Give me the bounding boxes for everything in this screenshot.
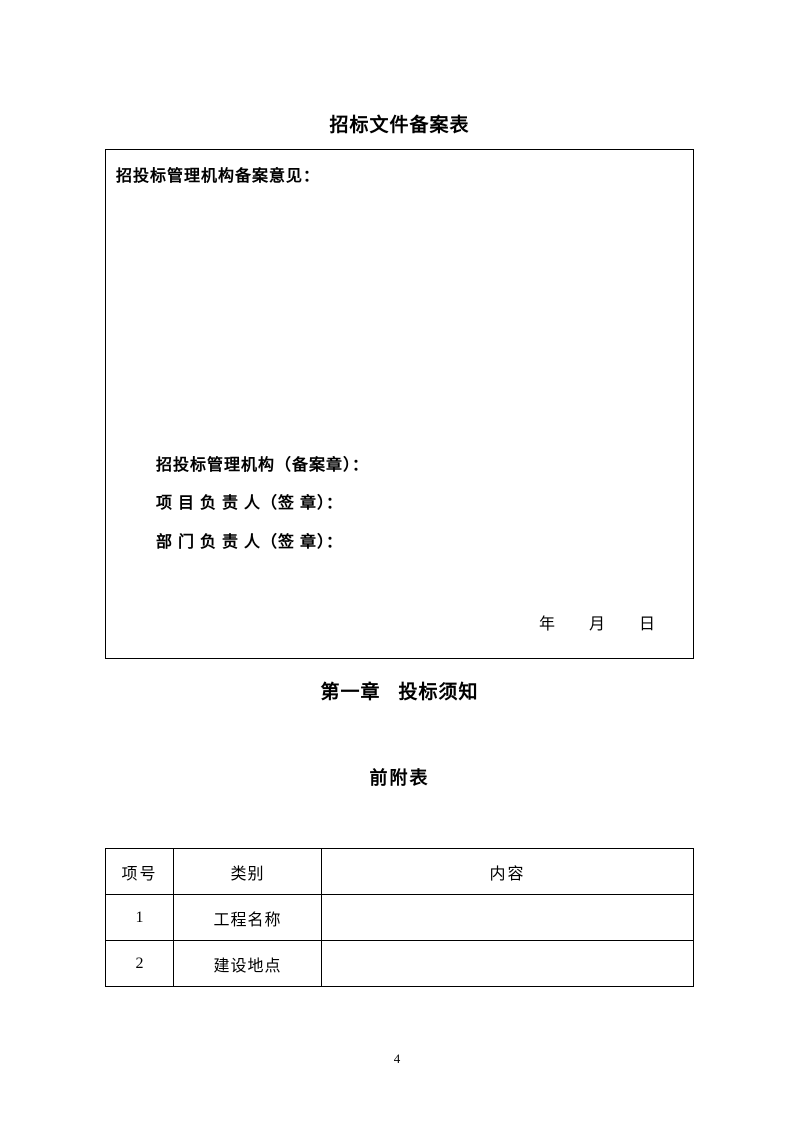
sig-suffix: （签 章）： bbox=[261, 495, 343, 512]
signature-block: 招投标管理机构（备案章）： 项 目 负 责 人（签 章）： 部 门 负 责 人（… bbox=[156, 447, 369, 562]
sig-prefix: 项 目 负 责 人 bbox=[156, 495, 261, 512]
month-label: 月 bbox=[589, 616, 607, 633]
main-title: 招标文件备案表 bbox=[105, 110, 694, 137]
table-row: 2 建设地点 bbox=[106, 941, 694, 987]
chapter-title: 第一章投标须知 bbox=[105, 677, 694, 704]
opinion-label: 招投标管理机构备案意见： bbox=[106, 150, 693, 186]
cell-category: 工程名称 bbox=[174, 895, 322, 941]
cell-no: 1 bbox=[106, 895, 174, 941]
table-row: 1 工程名称 bbox=[106, 895, 694, 941]
cell-category: 建设地点 bbox=[174, 941, 322, 987]
sub-title: 前附表 bbox=[105, 764, 694, 790]
signature-line-project-manager: 项 目 负 责 人（签 章）： bbox=[156, 485, 369, 523]
cell-content bbox=[322, 895, 694, 941]
sig-suffix: （签 章）： bbox=[261, 534, 343, 551]
header-content: 内容 bbox=[322, 849, 694, 895]
header-category: 类别 bbox=[174, 849, 322, 895]
signature-line-agency: 招投标管理机构（备案章）： bbox=[156, 447, 369, 485]
chapter-part2: 投标须知 bbox=[399, 682, 479, 703]
header-no: 项号 bbox=[106, 849, 174, 895]
cell-no: 2 bbox=[106, 941, 174, 987]
page-number: 4 bbox=[0, 1051, 794, 1067]
signature-line-dept-manager: 部 门 负 责 人（签 章）： bbox=[156, 524, 369, 562]
chapter-part1: 第一章 bbox=[320, 682, 380, 703]
day-label: 日 bbox=[639, 616, 657, 633]
year-label: 年 bbox=[539, 616, 557, 633]
cell-content bbox=[322, 941, 694, 987]
date-line: 年月日 bbox=[539, 610, 657, 634]
sig-prefix: 部 门 负 责 人 bbox=[156, 534, 261, 551]
table-header-row: 项号 类别 内容 bbox=[106, 849, 694, 895]
filing-box: 招投标管理机构备案意见： 招投标管理机构（备案章）： 项 目 负 责 人（签 章… bbox=[105, 149, 694, 659]
attach-table: 项号 类别 内容 1 工程名称 2 建设地点 bbox=[105, 848, 694, 987]
